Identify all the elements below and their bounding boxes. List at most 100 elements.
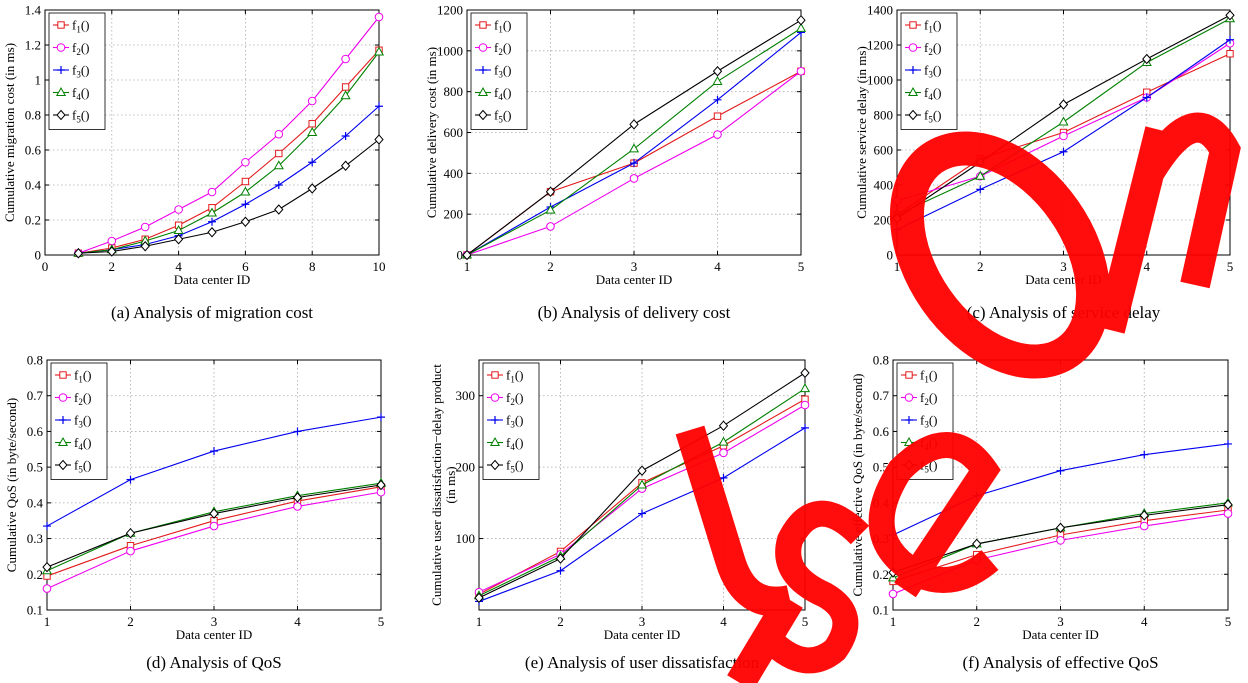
legend-label: f3() — [924, 63, 942, 80]
y-axis-label: Cumulative effective QoS (in byte/second… — [850, 374, 865, 597]
legend-label: f4() — [924, 85, 942, 102]
legend-label: f5() — [74, 458, 92, 475]
watermark-letter-s — [760, 500, 870, 674]
legend-label: f2() — [74, 390, 92, 407]
legend-box — [470, 12, 528, 130]
x-tick-label: 10 — [373, 259, 386, 274]
data-point — [307, 126, 318, 136]
y-tick-label: 1.2 — [25, 38, 41, 53]
legend-label: f5() — [506, 458, 524, 475]
x-tick-label: 5 — [802, 614, 809, 629]
legend-marker — [59, 371, 67, 379]
legend-marker — [908, 109, 918, 121]
watermark-letter-n — [1095, 112, 1241, 334]
y-tick-label: 1200 — [867, 38, 893, 53]
x-tick-label: 1 — [890, 614, 897, 629]
data-point — [375, 102, 383, 111]
legend: f1() f2() f3() f4() f5() — [48, 12, 106, 130]
data-point — [801, 423, 809, 432]
legend-marker — [479, 66, 487, 74]
x-tick-label: 3 — [211, 614, 218, 629]
y-tick-label: 0.2 — [27, 567, 43, 582]
x-tick-label: 1 — [44, 614, 51, 629]
series-5 — [73, 134, 384, 259]
legend-label: f5() — [494, 108, 512, 125]
legend-marker — [908, 43, 918, 52]
legend-marker — [490, 393, 500, 402]
panel-caption: (d) Analysis of QoS — [146, 653, 282, 672]
legend-marker — [904, 393, 914, 402]
y-tick-label: 1.4 — [25, 3, 42, 18]
x-tick-label: 4 — [714, 259, 721, 274]
x-tick-label: 2 — [547, 259, 554, 274]
data-point — [42, 584, 52, 593]
panel-caption: (b) Analysis of delivery cost — [538, 303, 731, 322]
data-point — [274, 204, 284, 215]
legend-box — [900, 12, 958, 130]
series-1 — [43, 483, 385, 580]
x-tick-label: 2 — [974, 614, 981, 629]
y-tick-label: 400 — [874, 178, 894, 193]
y-tick-label: 800 — [444, 84, 464, 99]
chart-panel-5: 1 2 3 4 5 100 200 300 Data center ID Cumulative u… — [429, 359, 811, 672]
y-tick-label: 0 — [35, 248, 42, 263]
data-point — [293, 502, 302, 511]
data-point — [462, 249, 472, 261]
data-point — [308, 158, 317, 167]
series-5 — [42, 479, 386, 573]
y-tick-label: 0.7 — [873, 388, 890, 403]
legend-marker — [57, 21, 65, 29]
legend-label: f3() — [494, 63, 512, 80]
watermark — [675, 112, 1241, 683]
data-point — [637, 465, 647, 476]
data-point — [718, 420, 729, 431]
legend-marker — [489, 436, 501, 446]
legend-marker — [57, 436, 69, 446]
data-point — [206, 207, 218, 217]
data-point — [241, 200, 250, 209]
y-tick-label: 800 — [874, 108, 894, 123]
x-tick-label: 2 — [977, 259, 984, 274]
plot-frame — [44, 9, 380, 256]
y-tick-label: 0 — [457, 248, 464, 263]
y-tick-label: 200 — [456, 460, 476, 475]
data-point — [799, 383, 811, 393]
data-point — [1058, 116, 1069, 126]
legend-label: f1() — [920, 368, 938, 385]
data-point — [972, 538, 982, 550]
x-axis-label: Data center ID — [1022, 627, 1099, 642]
data-point — [341, 83, 350, 91]
data-point — [374, 134, 384, 145]
data-point — [274, 129, 284, 139]
data-point — [341, 54, 350, 64]
data-point — [888, 589, 898, 599]
data-point — [1142, 53, 1152, 65]
y-tick-label: 0.6 — [27, 424, 44, 439]
data-point — [976, 185, 985, 194]
y-tick-label: 600 — [874, 143, 894, 158]
data-point — [1056, 536, 1065, 545]
legend-marker — [478, 109, 488, 121]
y-tick-label: 1200 — [437, 3, 463, 18]
y-tick-label: 0.1 — [27, 603, 43, 618]
legend-marker — [909, 66, 917, 74]
data-point — [274, 181, 283, 189]
legend-marker — [907, 86, 919, 96]
legend-label: f4() — [74, 435, 92, 452]
y-tick-label: 0.7 — [27, 388, 44, 403]
data-point — [173, 224, 184, 234]
chart-panel-2: 1 2 3 4 5 0 200 400 600 800 1000 1200 Data center ID… — [424, 3, 807, 322]
data-point — [307, 183, 317, 194]
data-point — [73, 247, 84, 259]
y-axis-label: Cumulative delivery cost (in ms) — [424, 47, 439, 218]
legend-marker — [58, 459, 68, 471]
x-tick-label: 4 — [294, 614, 301, 629]
data-point — [795, 22, 807, 32]
y-tick-label: 100 — [456, 531, 476, 546]
legend: f1() f2() f3() f4() f5() — [50, 362, 108, 480]
series-5 — [474, 367, 810, 604]
data-point — [292, 492, 303, 503]
x-tick-label: 2 — [557, 614, 564, 629]
data-point — [556, 566, 565, 575]
